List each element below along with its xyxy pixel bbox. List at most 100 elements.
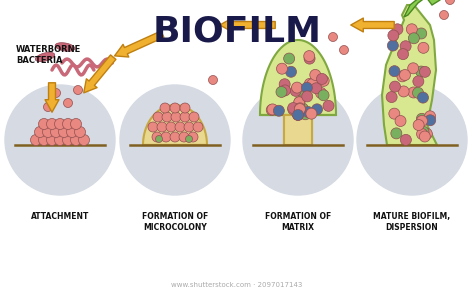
Circle shape	[166, 122, 176, 132]
Circle shape	[64, 98, 73, 107]
Circle shape	[276, 63, 287, 74]
Circle shape	[38, 118, 49, 130]
Circle shape	[294, 84, 305, 95]
Circle shape	[419, 131, 430, 142]
Circle shape	[288, 103, 299, 114]
Circle shape	[294, 97, 305, 108]
Text: FORMATION OF
MATRIX: FORMATION OF MATRIX	[265, 212, 331, 232]
Circle shape	[283, 53, 295, 64]
Circle shape	[392, 24, 403, 35]
Text: MATURE BIOFILM,
DISPERSION: MATURE BIOFILM, DISPERSION	[374, 212, 451, 232]
Circle shape	[389, 66, 400, 77]
Circle shape	[74, 127, 85, 137]
Circle shape	[416, 28, 427, 39]
Circle shape	[304, 51, 315, 62]
Circle shape	[35, 127, 46, 137]
Circle shape	[288, 104, 299, 115]
Circle shape	[292, 109, 303, 120]
Circle shape	[418, 92, 428, 103]
Circle shape	[417, 116, 428, 126]
Circle shape	[388, 30, 399, 41]
Circle shape	[294, 97, 305, 107]
Circle shape	[46, 118, 57, 130]
Circle shape	[279, 79, 290, 90]
Polygon shape	[284, 115, 312, 145]
Circle shape	[66, 127, 78, 137]
Circle shape	[148, 122, 158, 132]
Circle shape	[162, 112, 172, 122]
Circle shape	[419, 66, 430, 77]
Polygon shape	[260, 40, 336, 115]
Circle shape	[278, 85, 289, 96]
Circle shape	[311, 104, 322, 115]
Circle shape	[160, 103, 170, 113]
Circle shape	[297, 103, 309, 114]
Polygon shape	[284, 115, 312, 145]
Circle shape	[310, 69, 321, 80]
Circle shape	[51, 127, 62, 137]
Circle shape	[71, 134, 82, 146]
Circle shape	[323, 100, 334, 111]
Circle shape	[302, 91, 313, 102]
Circle shape	[46, 134, 57, 146]
Circle shape	[317, 74, 328, 84]
Circle shape	[55, 134, 65, 146]
Circle shape	[170, 103, 180, 113]
Text: BIOFILM: BIOFILM	[153, 15, 321, 49]
Circle shape	[30, 134, 42, 146]
Circle shape	[157, 122, 167, 132]
Circle shape	[311, 83, 322, 94]
Text: WATERBORNE
BACTERIA: WATERBORNE BACTERIA	[16, 45, 81, 65]
Circle shape	[63, 118, 73, 130]
Circle shape	[290, 85, 301, 96]
Circle shape	[357, 85, 467, 195]
Circle shape	[185, 136, 192, 142]
Circle shape	[152, 132, 162, 142]
Circle shape	[71, 118, 82, 130]
Circle shape	[280, 85, 291, 96]
Text: FORMATION OF
MICROCOLONY: FORMATION OF MICROCOLONY	[142, 212, 208, 232]
Circle shape	[180, 112, 190, 122]
Circle shape	[397, 71, 408, 82]
Circle shape	[179, 132, 189, 142]
Circle shape	[425, 111, 436, 122]
Circle shape	[406, 24, 417, 35]
Circle shape	[390, 81, 401, 92]
Circle shape	[389, 108, 400, 119]
Circle shape	[73, 85, 82, 94]
Circle shape	[175, 122, 185, 132]
Circle shape	[417, 128, 428, 140]
Circle shape	[300, 109, 311, 120]
Circle shape	[413, 76, 424, 87]
Circle shape	[189, 112, 199, 122]
Circle shape	[285, 66, 297, 77]
Circle shape	[292, 109, 304, 120]
Circle shape	[5, 85, 115, 195]
Circle shape	[398, 49, 409, 60]
Circle shape	[307, 79, 318, 90]
Circle shape	[421, 128, 432, 140]
Circle shape	[408, 87, 419, 98]
Circle shape	[188, 132, 198, 142]
Circle shape	[292, 109, 303, 120]
Circle shape	[266, 104, 277, 116]
Circle shape	[301, 82, 312, 93]
Circle shape	[294, 103, 306, 114]
Circle shape	[63, 134, 73, 146]
Circle shape	[387, 40, 398, 51]
Circle shape	[401, 134, 411, 146]
Circle shape	[408, 63, 419, 74]
Circle shape	[446, 0, 455, 4]
Circle shape	[171, 112, 181, 122]
Circle shape	[413, 119, 424, 130]
Circle shape	[418, 126, 429, 137]
Circle shape	[292, 110, 303, 121]
Circle shape	[318, 90, 329, 101]
Circle shape	[273, 105, 284, 116]
Polygon shape	[55, 43, 75, 51]
Circle shape	[276, 86, 287, 98]
Circle shape	[193, 122, 203, 132]
Text: www.shutterstock.com · 2097017143: www.shutterstock.com · 2097017143	[171, 282, 303, 288]
Circle shape	[291, 106, 302, 117]
Circle shape	[180, 103, 190, 113]
